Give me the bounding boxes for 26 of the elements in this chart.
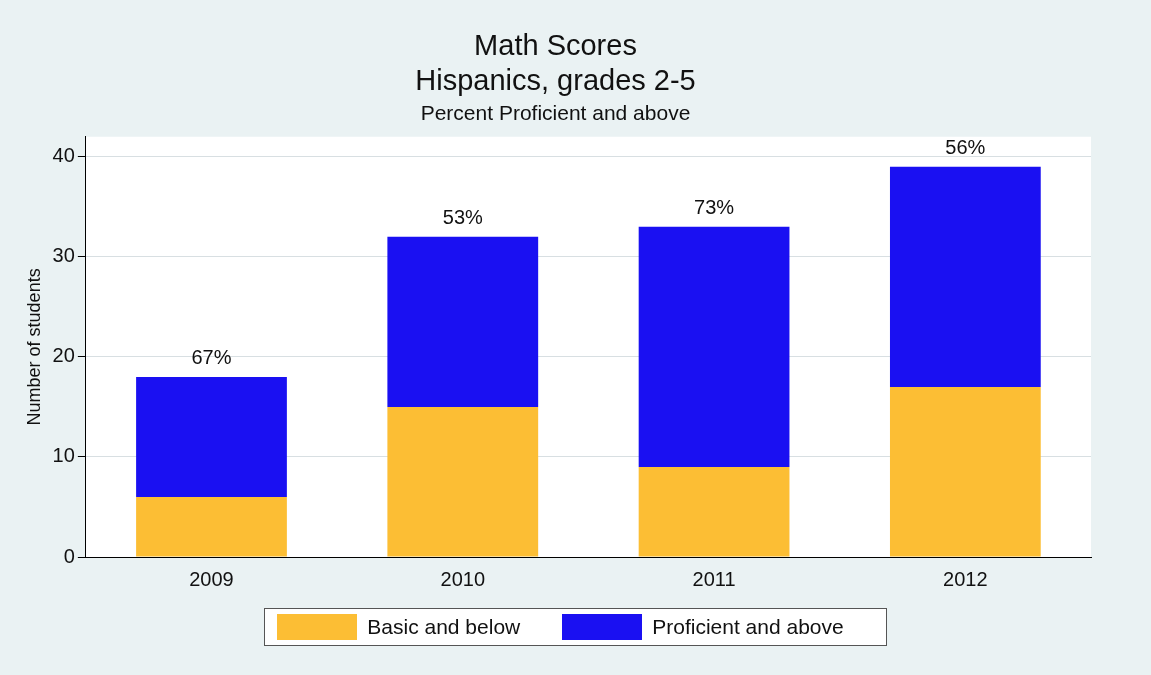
x-tick-label: 2011 — [692, 567, 736, 590]
legend-label: Proficient and above — [652, 615, 844, 639]
bar — [136, 376, 287, 497]
chart-subtitle: Percent Proficient and above — [420, 101, 691, 124]
legend-label: Basic and below — [367, 615, 521, 639]
annotation: 56% — [945, 136, 986, 159]
bar — [136, 496, 287, 557]
y-tick-label: 10 — [52, 444, 75, 467]
annotation: 73% — [694, 196, 735, 219]
annotation: 53% — [442, 206, 484, 229]
bar — [889, 166, 1041, 387]
bar — [638, 466, 790, 557]
bar — [387, 406, 539, 557]
y-tick-label: 0 — [63, 544, 75, 567]
y-axis-title: Number of students — [23, 268, 44, 426]
bar — [889, 386, 1041, 557]
y-tick-label: 40 — [52, 144, 75, 167]
x-tick-label: 2012 — [943, 567, 988, 590]
x-tick-label: 2010 — [440, 567, 486, 590]
y-tick-label: 20 — [52, 344, 75, 367]
chart-title: Math Scores Hispanics, grades 2-5 — [415, 29, 696, 97]
bar — [638, 226, 790, 467]
y-tick-label: 30 — [52, 244, 75, 267]
annotation: 67% — [191, 346, 232, 369]
bar — [387, 236, 539, 407]
x-tick-label: 2009 — [189, 567, 234, 590]
